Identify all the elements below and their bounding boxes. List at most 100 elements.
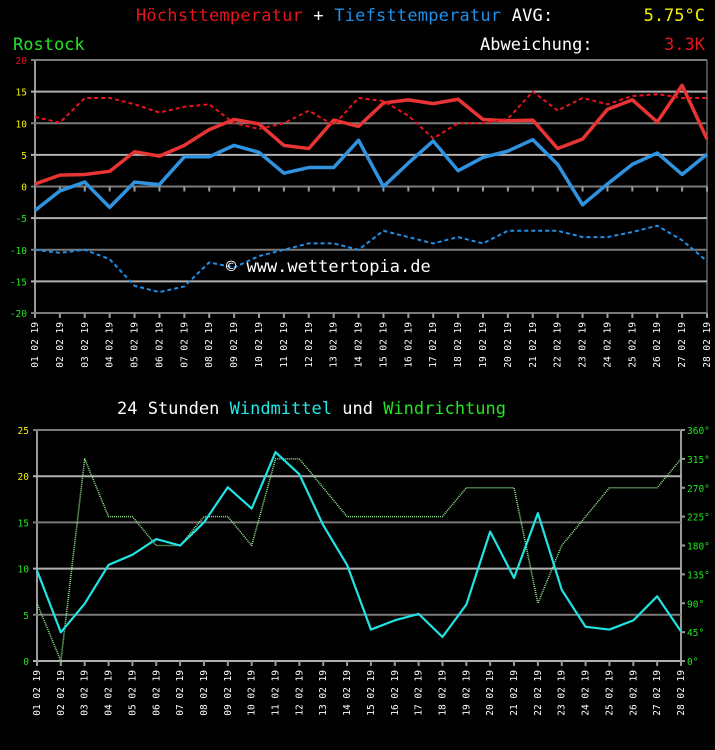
y-tick-label: 0 — [21, 183, 27, 194]
x-tick-label: 17 02 19 — [428, 322, 439, 368]
temperature-chart-title: Höchsttemperatur + Tiefsttemperatur AVG: — [136, 6, 553, 26]
x-tick-label: 03 02 19 — [80, 670, 91, 716]
x-tick-label: 08 02 19 — [204, 322, 215, 368]
x-tick-label: 14 02 19 — [354, 322, 365, 368]
y2-tick-label: 270° — [687, 484, 710, 495]
wind-speed-line — [35, 451, 682, 639]
x-tick-label: 24 02 19 — [602, 322, 613, 368]
y-tick-label: -20 — [10, 309, 27, 320]
y2-tick-label: 90° — [687, 599, 704, 610]
wind-direction-line — [36, 458, 682, 662]
x-tick-label: 15 02 19 — [378, 322, 389, 368]
x-tick-label: 13 02 19 — [318, 670, 329, 716]
x-tick-label: 10 02 19 — [247, 670, 258, 716]
x-tick-label: 28 02 19 — [702, 322, 713, 368]
x-tick-label: 02 02 19 — [55, 322, 66, 368]
y-tick-label: -5 — [16, 214, 27, 225]
y-tick-label: 5 — [23, 611, 29, 622]
min-temp-legend: Tiefsttemperatur — [334, 6, 502, 26]
watermark: © www.wettertopia.de — [226, 257, 431, 277]
y-tick-label: 5 — [21, 151, 27, 162]
x-tick-label: 17 02 19 — [414, 670, 425, 716]
x-tick-label: 19 02 19 — [478, 322, 489, 368]
x-tick-label: 27 02 19 — [652, 670, 663, 716]
y-tick-label: -10 — [10, 246, 27, 257]
x-tick-label: 27 02 19 — [677, 322, 688, 368]
x-tick-label: 23 02 19 — [578, 322, 589, 368]
y-tick-label: 15 — [16, 88, 27, 99]
wind-direction-legend: Windrichtung — [383, 399, 507, 419]
x-tick-label: 11 02 19 — [271, 670, 282, 716]
y-tick-label: 15 — [18, 518, 29, 529]
y-tick-label: -15 — [10, 277, 27, 288]
y2-tick-label: 135° — [687, 570, 710, 581]
max-temp-line — [34, 83, 709, 186]
min-avg-line — [34, 224, 708, 294]
x-tick-label: 04 02 19 — [105, 322, 116, 368]
plus-sign: + — [313, 6, 324, 26]
y-tick-label: 20 — [18, 472, 30, 483]
y-tick-label: 25 — [18, 426, 29, 437]
x-tick-label: 25 02 19 — [627, 322, 638, 368]
x-tick-label: 04 02 19 — [104, 670, 115, 716]
y-tick-label: 0 — [23, 657, 29, 668]
x-tick-label: 28 02 19 — [676, 670, 687, 716]
y2-tick-label: 180° — [687, 542, 710, 553]
y-tick-label: 10 — [16, 119, 28, 130]
y2-tick-label: 360° — [687, 426, 710, 437]
y2-tick-label: 315° — [687, 455, 710, 466]
x-tick-label: 18 02 19 — [437, 670, 448, 716]
x-tick-label: 01 02 19 — [30, 322, 41, 368]
avg-label: AVG: — [511, 6, 554, 26]
x-tick-label: 24 02 19 — [581, 670, 592, 716]
min-temp-line — [33, 137, 709, 212]
deviation-value: 3.3K — [664, 35, 705, 55]
x-tick-label: 05 02 19 — [127, 670, 138, 716]
x-tick-label: 10 02 19 — [254, 322, 265, 368]
x-tick-label: 03 02 19 — [80, 322, 91, 368]
x-tick-label: 19 02 19 — [461, 670, 472, 716]
y2-tick-label: 225° — [687, 513, 710, 524]
x-tick-label: 22 02 19 — [553, 322, 564, 368]
x-tick-label: 20 02 19 — [485, 670, 496, 716]
x-tick-label: 06 02 19 — [151, 670, 162, 716]
x-tick-label: 07 02 19 — [179, 322, 190, 368]
x-tick-label: 18 02 19 — [453, 322, 464, 368]
x-tick-label: 05 02 19 — [130, 322, 141, 368]
y2-tick-label: 45° — [687, 628, 704, 639]
max-avg-line — [34, 90, 707, 140]
x-tick-label: 12 02 19 — [294, 670, 305, 716]
x-tick-label: 14 02 19 — [342, 670, 353, 716]
x-tick-label: 21 02 19 — [509, 670, 520, 716]
wind-title-prefix: 24 Stunden — [117, 399, 220, 419]
wind-speed-legend: Windmittel — [229, 399, 332, 419]
x-tick-label: 22 02 19 — [533, 670, 544, 716]
x-tick-label: 26 02 19 — [628, 670, 639, 716]
x-tick-label: 21 02 19 — [528, 322, 539, 368]
wind-chart-title: 24 Stunden Windmittel und Windrichtung — [117, 399, 506, 419]
x-tick-label: 11 02 19 — [279, 322, 290, 368]
x-tick-label: 16 02 19 — [390, 670, 401, 716]
y-tick-label: 20 — [16, 56, 28, 67]
x-tick-label: 09 02 19 — [229, 322, 240, 368]
y-tick-label: 10 — [18, 565, 30, 576]
x-tick-label: 09 02 19 — [223, 670, 234, 716]
x-tick-label: 08 02 19 — [199, 670, 210, 716]
x-tick-label: 26 02 19 — [652, 322, 663, 368]
x-tick-label: 20 02 19 — [503, 322, 514, 368]
x-tick-label: 23 02 19 — [557, 670, 568, 716]
max-temp-legend: Höchsttemperatur — [136, 6, 303, 26]
wind-title-and: und — [342, 399, 373, 419]
x-tick-label: 06 02 19 — [154, 322, 165, 368]
x-tick-label: 02 02 19 — [56, 670, 67, 716]
x-tick-label: 15 02 19 — [366, 670, 377, 716]
x-tick-label: 13 02 19 — [329, 322, 340, 368]
avg-value: 5.75°C — [643, 6, 705, 26]
x-tick-label: 07 02 19 — [175, 670, 186, 716]
station-name: Rostock — [13, 35, 85, 55]
x-tick-label: 12 02 19 — [304, 322, 315, 368]
x-tick-label: 01 02 19 — [32, 670, 43, 716]
deviation-label: Abweichung: — [480, 35, 593, 55]
